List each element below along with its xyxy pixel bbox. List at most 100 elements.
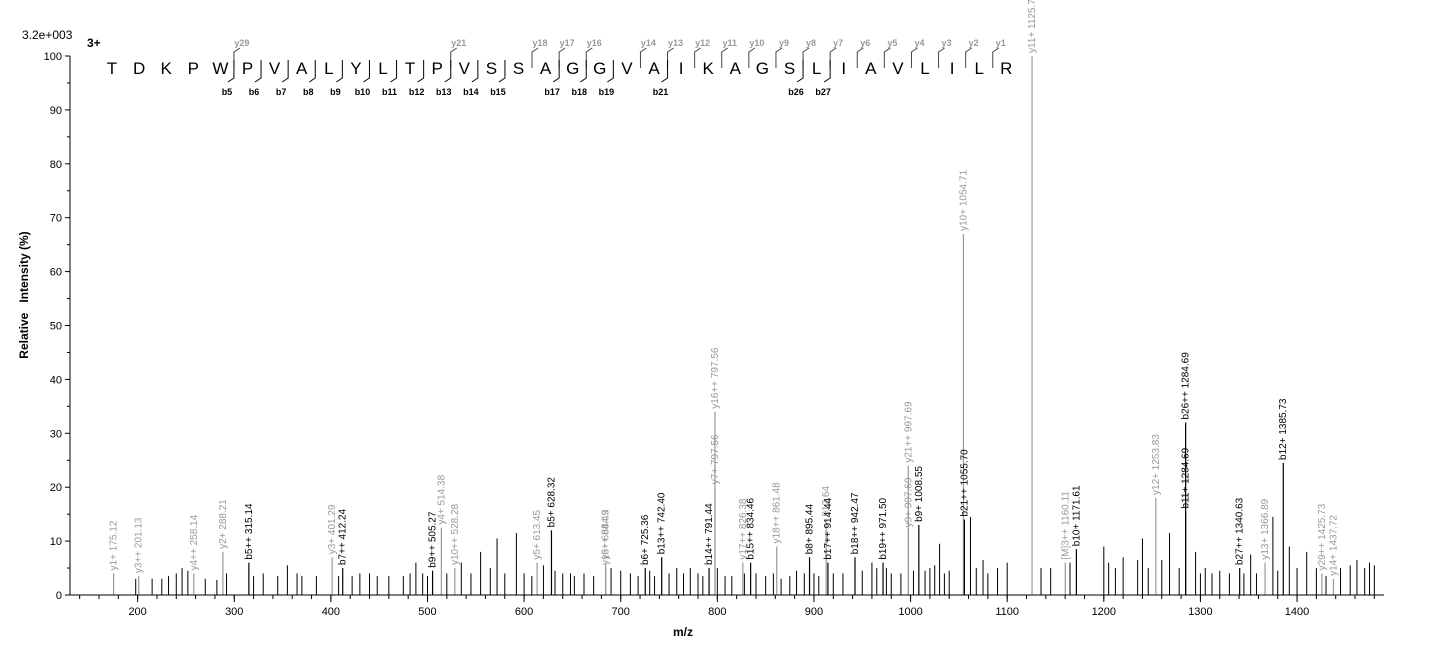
y-ion-label: y10 (749, 38, 764, 48)
x-tick-label: 500 (418, 606, 436, 618)
peak-label: b26++ 1284.69 (1181, 352, 1192, 420)
b-ion-bracket (661, 60, 669, 83)
peak-label: y1+ 175.12 (109, 520, 120, 570)
sequence-residue: T (405, 59, 415, 78)
x-tick-label: 200 (128, 606, 146, 618)
peak-label: y17++ 826.38 (738, 498, 749, 560)
x-tick-label: 1300 (1188, 606, 1212, 618)
scale-label: 3.2e+003 (22, 28, 73, 42)
y-ion-bracket (748, 47, 756, 68)
peak-label: y7+ 797.56 (710, 434, 721, 484)
peak-label: [M]3++ 1160.11 (1060, 491, 1071, 560)
b-ion-bracket (363, 60, 370, 83)
b-ion-label: b9 (330, 87, 341, 97)
peak-label: y16++ 797.56 (710, 347, 721, 409)
sequence-residue: L (378, 59, 387, 78)
b-ion-label: b26 (788, 87, 804, 97)
peak-label: y18++ 861.48 (772, 482, 783, 544)
b-ion-bracket (552, 60, 560, 83)
sequence-residue: G (593, 59, 606, 78)
sequence-residue: K (703, 59, 715, 78)
peak-label: b5++ 315.14 (244, 503, 255, 560)
peak-label: y10++ 528.28 (450, 503, 461, 565)
b-ion-bracket (254, 60, 262, 83)
y-ion-label: y13 (668, 38, 683, 48)
peak-label: y13++ 684.3 (601, 509, 612, 565)
y-ion-bracket (585, 47, 593, 68)
x-tick-label: 700 (612, 606, 630, 618)
y-ion-bracket (667, 47, 674, 68)
b-ion-bracket (308, 60, 316, 83)
y-ion-label: y3 (942, 38, 952, 48)
b-ion-bracket (579, 60, 587, 83)
y-ion-bracket (965, 47, 972, 68)
y-tick-label: 90 (50, 105, 62, 117)
y-ion-bracket (721, 47, 729, 68)
sequence-residue: S (784, 59, 795, 78)
peak-label: y3++ 201.13 (134, 517, 145, 573)
sequence-residue: G (756, 59, 769, 78)
y-tick-label: 50 (50, 321, 62, 333)
b-ion-label: b6 (249, 87, 260, 97)
peak-label: y29++ 1425.73 (1317, 503, 1328, 570)
y-ion-label: y29 (234, 38, 249, 48)
peak-label: b9++ 505.27 (428, 511, 439, 568)
sequence-residue: S (513, 59, 524, 78)
peak-label: y2+ 288.21 (218, 499, 229, 549)
peak-label: y10+ 1054.71 (958, 170, 969, 231)
x-tick-label: 300 (225, 606, 243, 618)
sequence-residue: P (242, 59, 253, 78)
b-ion-bracket (607, 60, 614, 83)
y-ion-label: y11 (722, 38, 737, 48)
y-ion-bracket (829, 47, 837, 68)
y-ion-bracket (558, 47, 566, 68)
y-ion-label: y12 (695, 38, 710, 48)
b-ion-label: b15 (490, 87, 506, 97)
peak-label: 912.64 (821, 486, 832, 517)
y-ion-bracket (450, 47, 458, 68)
peak-label: b11+ 1284.69 (1181, 447, 1192, 508)
y-axis-title: Relative Intensity (%) (17, 231, 31, 358)
peak-label: b6+ 725.36 (640, 514, 651, 565)
b-ion-bracket (227, 60, 235, 83)
y-tick-label: 40 (50, 374, 62, 386)
b-ion-label: b19 (599, 87, 615, 97)
y-ion-label: y1 (996, 38, 1006, 48)
sequence-residue: T (107, 59, 117, 78)
b-ion-bracket (336, 60, 343, 83)
x-tick-label: 900 (805, 606, 823, 618)
y-tick-label: 60 (50, 267, 62, 279)
b-ion-label: b18 (571, 87, 587, 97)
peak-label: y14+ 1437.72 (1328, 515, 1339, 576)
b-ion-bracket (444, 60, 452, 83)
sequence-residue: V (459, 59, 471, 78)
sequence-residue: R (1000, 59, 1012, 78)
sequence-residue: L (974, 59, 983, 78)
x-tick-label: 400 (322, 606, 340, 618)
sequence-residue: K (161, 59, 173, 78)
x-tick-label: 1400 (1285, 606, 1309, 618)
y-ion-bracket (694, 47, 701, 68)
y-ion-bracket (856, 47, 864, 68)
x-tick-label: 800 (708, 606, 726, 618)
y-ion-bracket (775, 47, 783, 68)
b-ion-label: b8 (303, 87, 314, 97)
sequence-residue: L (920, 59, 929, 78)
y-ion-bracket (233, 47, 241, 68)
sequence-residue: S (486, 59, 497, 78)
sequence-residue: G (566, 59, 579, 78)
b-ion-bracket (390, 60, 398, 83)
y-ion-label: y16 (587, 38, 602, 48)
peak-label: y6+ 684.49 (601, 509, 612, 559)
y-ion-bracket (938, 47, 945, 68)
peak-label: y4++ 258.14 (189, 514, 200, 570)
y-ion-label: y18 (533, 38, 548, 48)
y-ion-label: y9 (779, 38, 789, 48)
peak-label: y4+ 514.38 (436, 474, 447, 524)
b-ion-label: b14 (463, 87, 479, 97)
b-ion-bracket (417, 60, 425, 83)
b-ion-label: b11 (382, 87, 397, 97)
b-ion-label: b7 (276, 87, 287, 97)
